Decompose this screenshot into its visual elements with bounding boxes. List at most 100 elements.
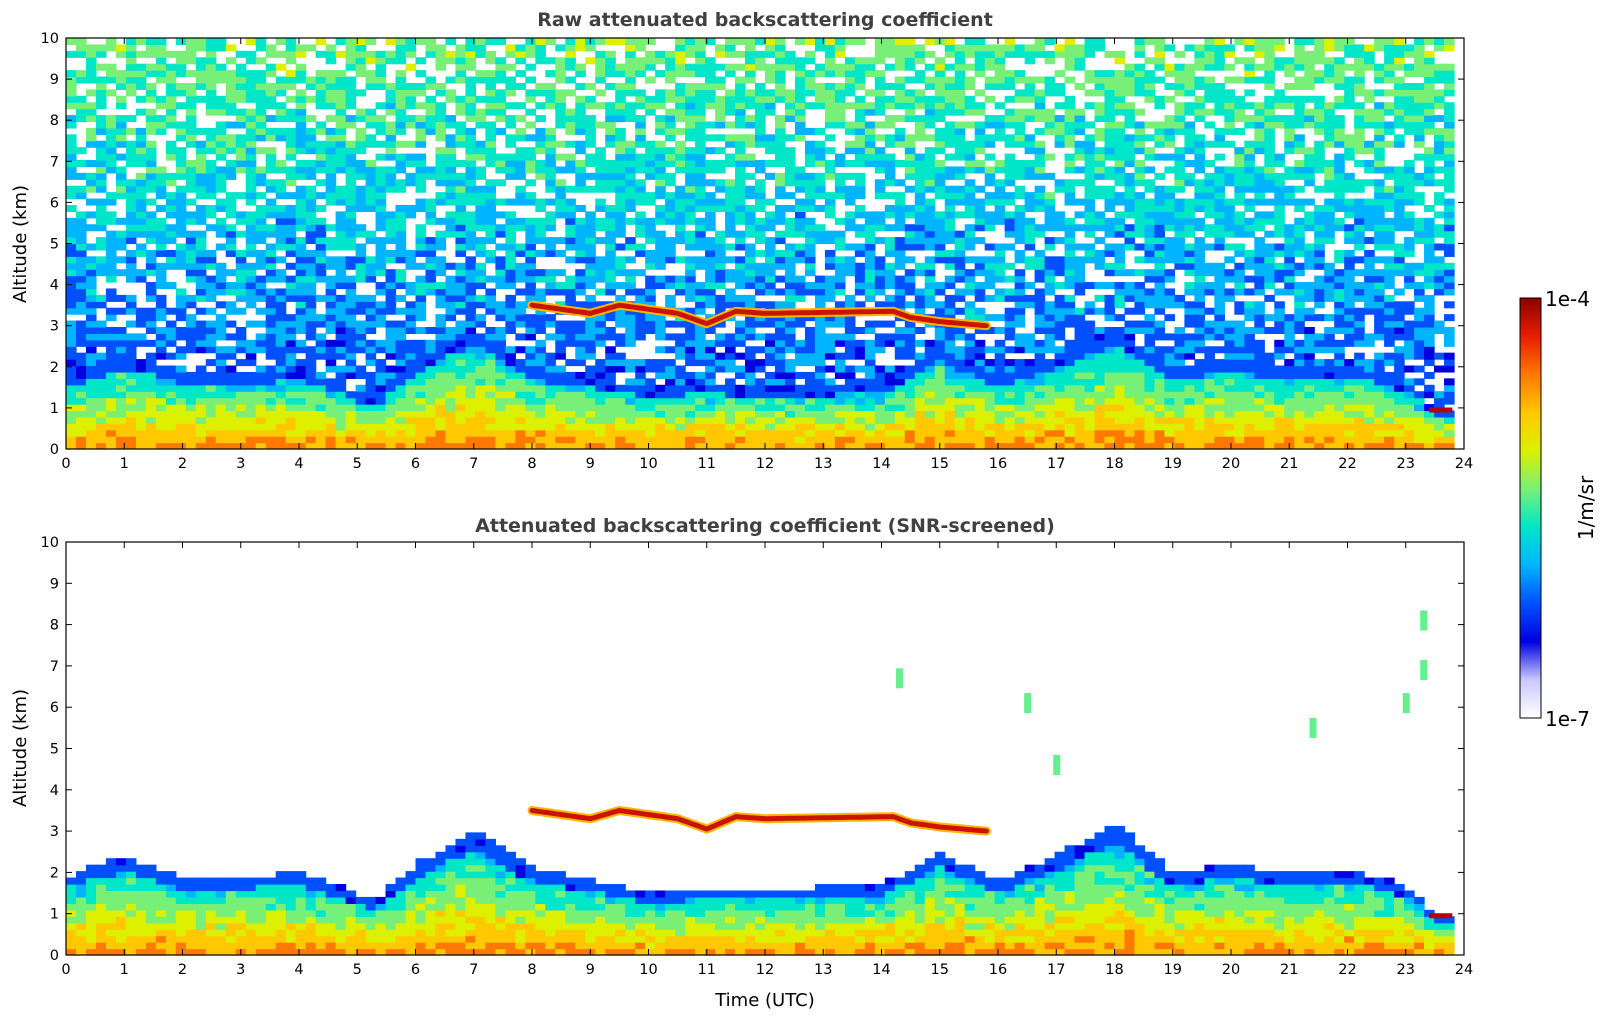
heatmap-cell — [265, 243, 277, 251]
heatmap-cell — [505, 63, 516, 71]
heatmap-cell — [115, 230, 127, 238]
heatmap-cell — [215, 121, 227, 129]
heatmap-cell — [355, 204, 367, 212]
heatmap-cell — [735, 121, 746, 129]
heatmap-cell — [535, 410, 546, 418]
heatmap-cell — [1004, 314, 1016, 322]
heatmap-cell — [625, 333, 636, 341]
heatmap-cell — [455, 397, 467, 405]
heatmap-cell — [285, 404, 297, 412]
heatmap-cell — [235, 70, 247, 78]
heatmap-cell — [1044, 333, 1056, 341]
heatmap-cell — [435, 301, 447, 309]
heatmap-cell — [814, 82, 826, 90]
heatmap-cell — [285, 95, 297, 103]
heatmap-cell — [774, 352, 786, 360]
heatmap-cell — [735, 230, 746, 238]
heatmap-cell — [505, 359, 516, 367]
heatmap-cell — [275, 102, 287, 110]
heatmap-cell — [355, 326, 367, 334]
heatmap-cell — [675, 82, 686, 90]
heatmap-cell — [435, 429, 447, 437]
heatmap-cell — [295, 44, 307, 52]
heatmap-cell — [774, 365, 786, 373]
heatmap-cell — [555, 429, 566, 437]
heatmap-cell — [1014, 249, 1026, 257]
heatmap-cell — [864, 134, 876, 142]
heatmap-cell — [695, 147, 706, 155]
heatmap-cell — [275, 108, 287, 116]
heatmap-cell — [345, 275, 357, 283]
heatmap-cell — [944, 38, 956, 46]
heatmap-cell — [934, 282, 946, 290]
heatmap-cell — [515, 262, 526, 270]
heatmap-cell — [505, 160, 516, 168]
heatmap-cell — [485, 198, 496, 206]
heatmap-cell — [445, 89, 457, 97]
heatmap-cell — [115, 346, 127, 354]
heatmap-cell — [435, 121, 447, 129]
heatmap-cell — [954, 423, 966, 431]
heatmap-cell — [904, 391, 916, 399]
heatmap-cell — [135, 230, 147, 238]
heatmap-cell — [814, 320, 826, 328]
heatmap-cell — [595, 397, 606, 405]
heatmap-cell — [315, 436, 327, 444]
heatmap-cell — [515, 384, 526, 392]
heatmap-cell — [984, 442, 996, 450]
heatmap-cell — [934, 134, 946, 142]
heatmap-cell — [505, 249, 516, 257]
heatmap-cell — [1054, 410, 1066, 418]
heatmap-cell — [455, 333, 467, 341]
heatmap-cell — [894, 410, 906, 418]
heatmap-cell — [954, 198, 966, 206]
heatmap-cell — [894, 217, 906, 225]
heatmap-cell — [85, 211, 97, 219]
heatmap-cell — [175, 249, 187, 257]
heatmap-cell — [555, 384, 566, 392]
heatmap-cell — [984, 172, 996, 180]
heatmap-cell — [135, 95, 147, 103]
heatmap-cell — [874, 102, 886, 110]
heatmap-cell — [794, 121, 806, 129]
heatmap-cell — [575, 333, 586, 341]
heatmap-cell — [455, 416, 467, 424]
heatmap-cell — [685, 333, 696, 341]
heatmap-cell — [635, 134, 646, 142]
heatmap-cell — [215, 134, 227, 142]
heatmap-cell — [655, 371, 666, 379]
heatmap-cell — [874, 38, 886, 46]
heatmap-cell — [884, 153, 896, 161]
heatmap-cell — [465, 391, 477, 399]
heatmap-cell — [924, 115, 936, 123]
heatmap-cell — [1004, 121, 1016, 129]
heatmap-cell — [1044, 365, 1056, 373]
heatmap-cell — [804, 256, 816, 264]
heatmap-cell — [385, 50, 397, 58]
heatmap-cell — [245, 127, 257, 135]
heatmap-cell — [575, 282, 586, 290]
heatmap-cell — [225, 121, 237, 129]
heatmap-cell — [365, 404, 377, 412]
heatmap-cell — [305, 371, 317, 379]
heatmap-cell — [445, 333, 457, 341]
heatmap-cell — [715, 423, 726, 431]
heatmap-cell — [685, 410, 696, 418]
heatmap-cell — [984, 198, 996, 206]
heatmap-cell — [715, 275, 726, 283]
heatmap-cell — [585, 333, 596, 341]
heatmap-cell — [195, 44, 207, 52]
heatmap-cell — [695, 115, 706, 123]
heatmap-cell — [1004, 442, 1016, 450]
heatmap-cell — [814, 179, 826, 187]
heatmap-cell — [425, 391, 437, 399]
heatmap-cell — [515, 249, 526, 257]
heatmap-cell — [295, 262, 307, 270]
heatmap-cell — [944, 442, 956, 450]
heatmap-cell — [964, 288, 976, 296]
heatmap-cell — [195, 404, 207, 412]
heatmap-cell — [854, 153, 866, 161]
heatmap-cell — [465, 262, 477, 270]
heatmap-cell — [165, 230, 177, 238]
heatmap-cell — [715, 44, 726, 52]
